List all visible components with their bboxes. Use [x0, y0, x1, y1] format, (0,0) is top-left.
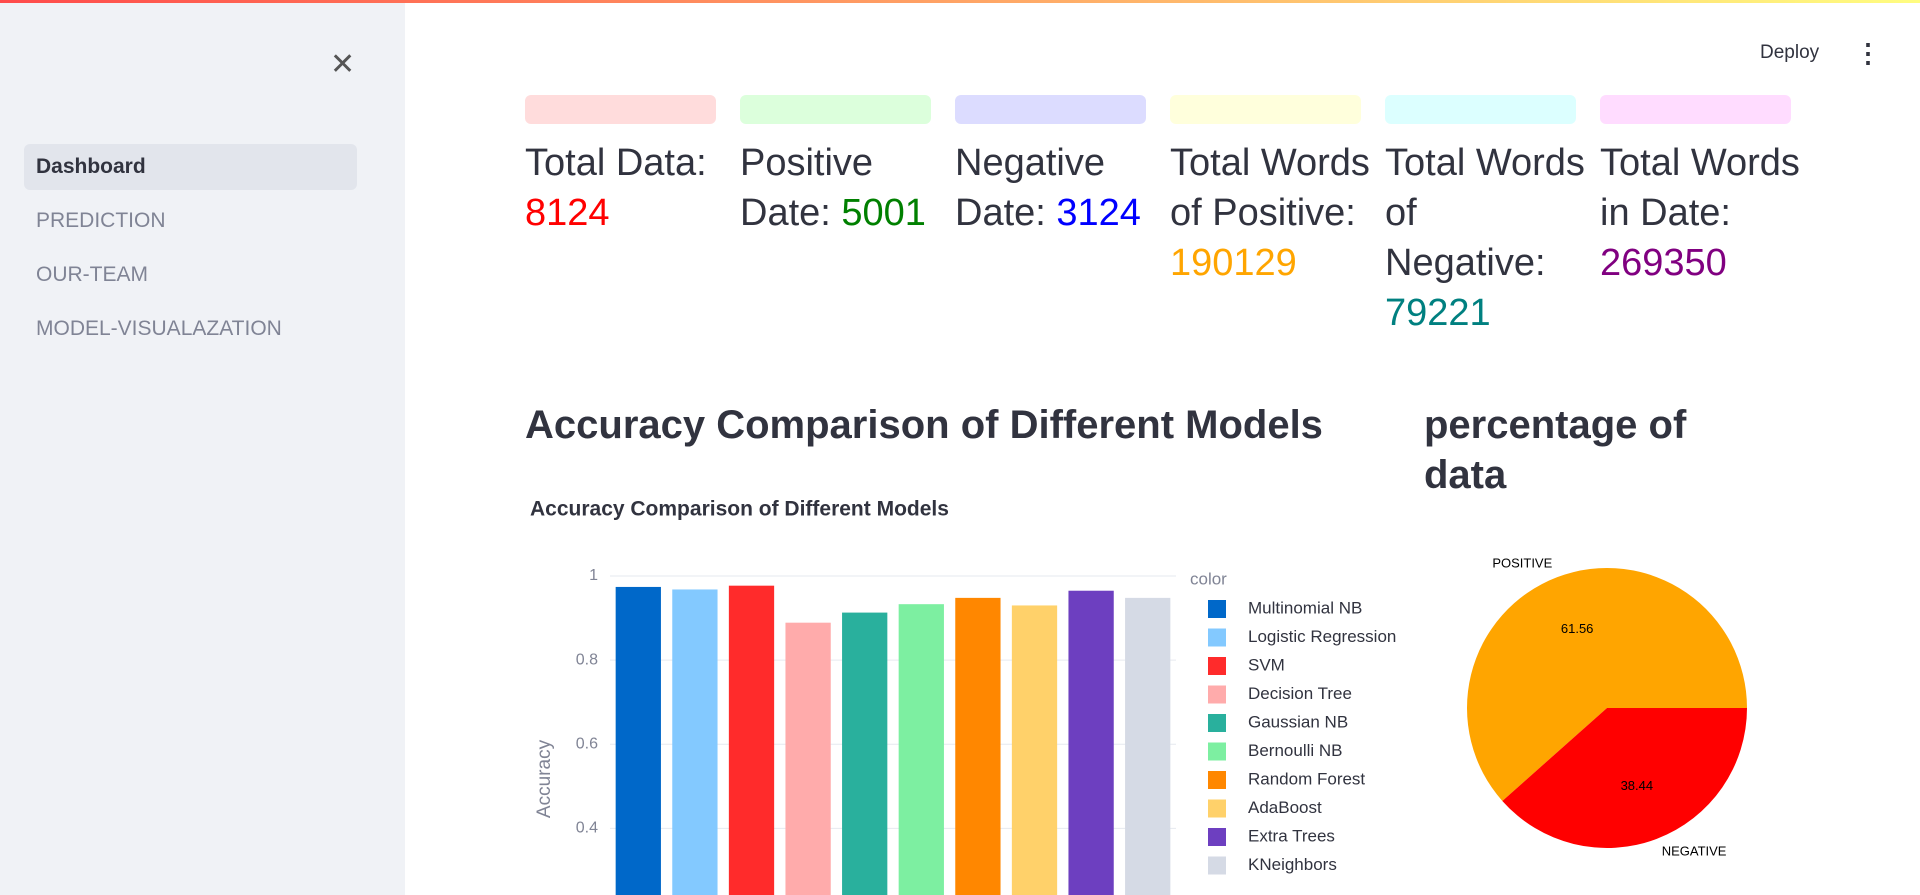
- metric-value: 269350: [1600, 242, 1727, 284]
- bar: [785, 622, 831, 895]
- legend-title: color: [1190, 569, 1227, 588]
- bar: [955, 597, 1001, 895]
- metric-label: Total Data:: [525, 142, 707, 184]
- legend-swatch: [1208, 742, 1226, 761]
- metric-label: Total Words in Date:: [1600, 142, 1800, 234]
- bar: [615, 586, 661, 895]
- pie-slice: [1467, 568, 1747, 801]
- legend-label: Gaussian NB: [1248, 712, 1348, 731]
- legend-label: Bernoulli NB: [1248, 741, 1343, 760]
- metric-label: Negative Date:: [955, 142, 1105, 234]
- section-heading: Accuracy Comparison of Different Models: [525, 403, 1323, 447]
- nav-item[interactable]: MODEL-VISUALAZATION: [36, 317, 282, 340]
- y-tick-label: 1: [589, 567, 598, 584]
- legend-label: SVM: [1248, 655, 1285, 674]
- metric-label: Positive Date:: [740, 142, 874, 234]
- legend-label: Logistic Regression: [1248, 627, 1396, 646]
- metric-color-box: [955, 95, 1146, 124]
- metric: Total Words of Negative: 79221: [1385, 95, 1590, 338]
- legend-swatch: [1208, 856, 1226, 875]
- legend-swatch: [1208, 714, 1226, 732]
- metric: Total Words of Positive: 190129: [1170, 95, 1375, 288]
- legend-swatch: [1208, 799, 1226, 818]
- metric: Positive Date: 5001: [740, 95, 945, 238]
- metric-value: 5001: [841, 192, 926, 234]
- metric-color-box: [525, 95, 716, 124]
- slice-label: NEGATIVE: [1662, 843, 1727, 858]
- metric-text: Total Data: 8124: [525, 138, 725, 238]
- sidebar: ✕ Dashboard PREDICTION OUR-TEAM MODEL-VISUA…: [0, 3, 405, 895]
- metric-text: Total Words in Date: 269350: [1600, 138, 1800, 288]
- metric: Total Words in Date: 269350: [1600, 95, 1805, 288]
- slice-label: POSITIVE: [1492, 555, 1552, 570]
- metric: Total Data: 8124: [525, 95, 730, 238]
- nav-item[interactable]: OUR-TEAM: [36, 263, 148, 286]
- nav-item[interactable]: PREDICTION: [36, 209, 166, 232]
- legend-label: KNeighbors: [1248, 855, 1337, 874]
- bar: [1068, 590, 1114, 895]
- bar: [898, 604, 944, 895]
- y-tick-label: 0.4: [576, 820, 598, 837]
- legend-label: Random Forest: [1248, 769, 1365, 788]
- slice-value: 38.44: [1621, 778, 1654, 793]
- metric-color-box: [1170, 95, 1361, 124]
- main-menu[interactable]: ⋮: [1855, 38, 1881, 68]
- nav-item[interactable]: Dashboard: [24, 144, 357, 190]
- metric-text: Total Words of Negative: 79221: [1385, 138, 1585, 338]
- metric: Negative Date: 3124: [955, 95, 1160, 238]
- section-heading: percentage of data: [1424, 403, 1687, 497]
- legend-swatch: [1208, 657, 1226, 675]
- bar: [842, 612, 888, 895]
- metric-text: Positive Date: 5001: [740, 138, 940, 238]
- metric-value: 79221: [1385, 292, 1491, 334]
- bar: [1125, 597, 1171, 895]
- close-button[interactable]: ✕: [330, 48, 356, 81]
- top-decoration: [0, 0, 1920, 3]
- slice-value: 61.56: [1561, 621, 1594, 636]
- metric-text: Negative Date: 3124: [955, 138, 1155, 238]
- legend-label: AdaBoost: [1248, 798, 1322, 817]
- metric-color-box: [1600, 95, 1791, 124]
- metric-value: 3124: [1056, 192, 1141, 234]
- metric-label: Total Words of Positive:: [1170, 142, 1370, 234]
- bar: [728, 585, 775, 895]
- pie-slice: [1502, 708, 1747, 849]
- metric-value: 190129: [1170, 242, 1297, 284]
- legend-swatch: [1208, 628, 1226, 647]
- metric-label: Total Words of Negative:: [1385, 142, 1585, 284]
- legend-label: Decision Tree: [1248, 684, 1352, 703]
- y-axis-title: Accuracy: [534, 739, 555, 818]
- legend-swatch: [1208, 685, 1226, 704]
- legend-swatch: [1208, 828, 1226, 846]
- legend-swatch: [1208, 600, 1226, 618]
- legend-label: Extra Trees: [1248, 826, 1335, 845]
- metric-text: Total Words of Positive: 190129: [1170, 138, 1370, 288]
- legend-swatch: [1208, 771, 1226, 789]
- legend-label: Multinomial NB: [1248, 598, 1362, 617]
- y-tick-label: 0.6: [576, 735, 598, 752]
- bar: [672, 589, 718, 895]
- bar: [1011, 605, 1058, 895]
- deploy-button[interactable]: Deploy: [1760, 42, 1820, 63]
- metric-color-box: [740, 95, 931, 124]
- y-tick-label: 0.8: [576, 651, 598, 668]
- chart-title: Accuracy Comparison of Different Models: [530, 498, 949, 521]
- metric-value: 8124: [525, 192, 610, 234]
- metric-color-box: [1385, 95, 1576, 124]
